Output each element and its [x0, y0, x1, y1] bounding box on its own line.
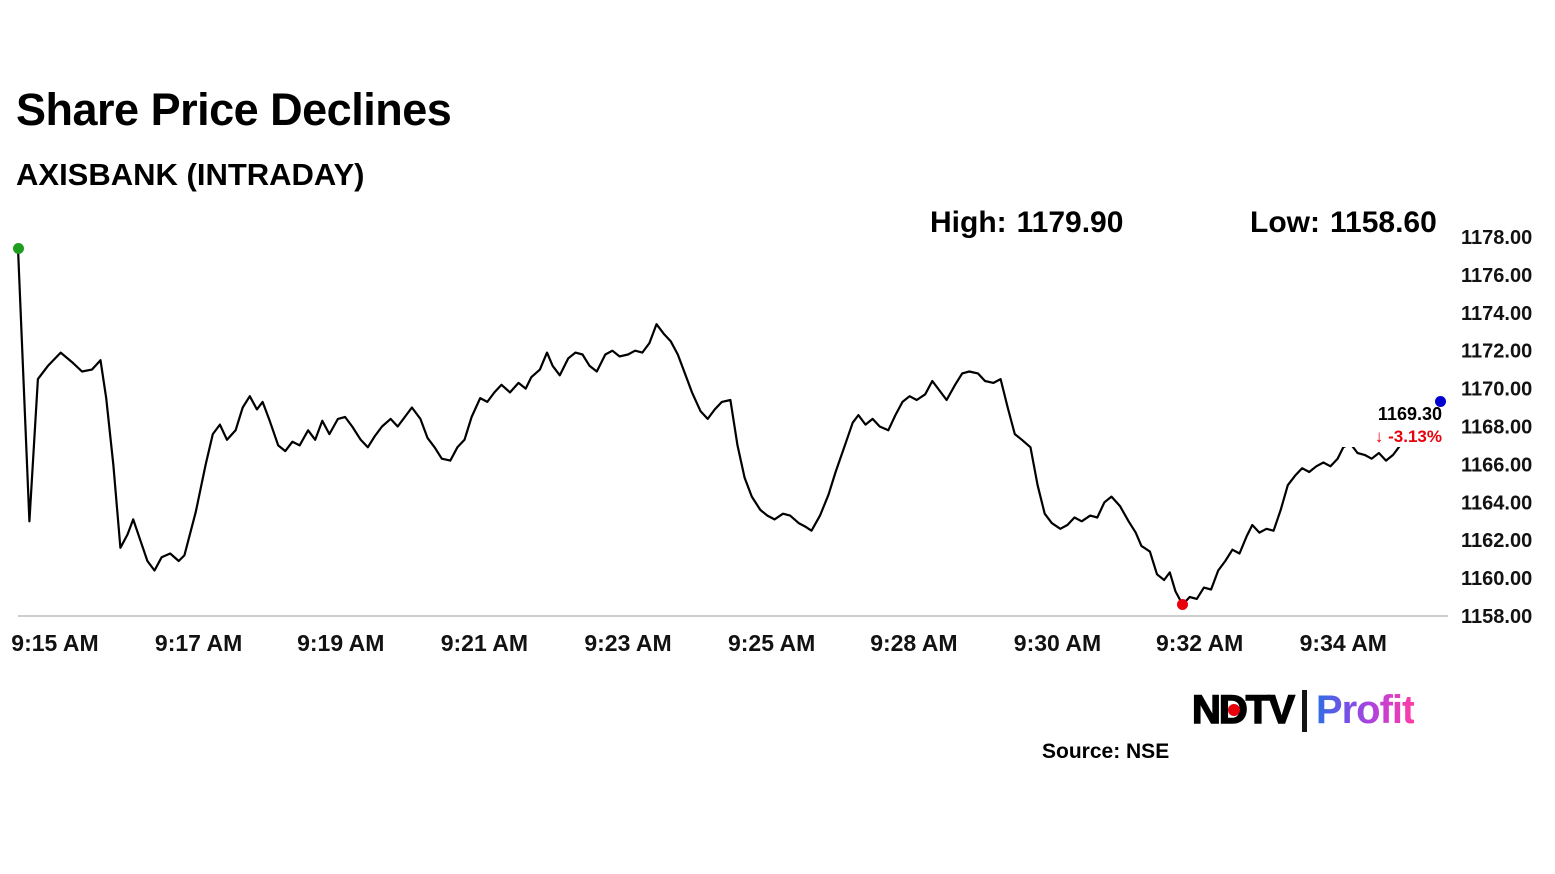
y-axis-label: 1166.00 [1461, 454, 1532, 476]
y-axis-label: 1160.00 [1461, 568, 1532, 590]
day-low-stat: Low: 1158.60 [1250, 206, 1437, 240]
low-value: 1158.60 [1329, 206, 1437, 239]
low-label: Low: [1250, 206, 1320, 239]
ndtv-text: NDTV [1191, 687, 1295, 733]
x-axis-label: 9:19 AM [297, 630, 384, 656]
page-title: Share Price Declines [16, 84, 452, 135]
y-axis-label: 1164.00 [1461, 492, 1532, 514]
x-axis-label: 9:15 AM [11, 630, 98, 656]
x-axis-label: 9:28 AM [870, 630, 957, 656]
profit-wordmark: Profit [1315, 688, 1415, 732]
change-percent: -3.13% [1388, 426, 1442, 446]
y-axis-label: 1174.00 [1461, 303, 1532, 325]
x-axis-label: 9:30 AM [1014, 630, 1101, 656]
ndtv-red-dot-icon [1228, 704, 1240, 716]
y-axis-label: 1176.00 [1461, 265, 1532, 287]
last-price-change: ↓ -3.13% [1320, 426, 1442, 447]
x-axis-label: 9:25 AM [728, 630, 815, 656]
y-axis-label: 1162.00 [1461, 530, 1532, 552]
high-value: 1179.90 [1016, 206, 1124, 239]
last-price-annotation: 1169.30 ↓ -3.13% [1320, 403, 1442, 447]
ndtv-profit-logo: NDTV Profit [1191, 687, 1415, 733]
x-axis-label: 9:34 AM [1300, 630, 1387, 656]
last-price-value: 1169.30 [1377, 404, 1442, 424]
x-axis-label: 9:17 AM [155, 630, 242, 656]
day-high-stat: High: 1179.90 [930, 206, 1123, 240]
x-axis-label: 9:21 AM [441, 630, 528, 656]
y-axis-label: 1170.00 [1461, 379, 1532, 401]
high-label: High: [930, 206, 1007, 239]
x-axis-label: 9:32 AM [1156, 630, 1243, 656]
y-axis-label: 1168.00 [1461, 417, 1532, 439]
ndtv-wordmark: NDTV [1191, 687, 1295, 733]
price-line [16, 247, 1442, 606]
logo-divider [1301, 689, 1307, 732]
y-axis-label: 1172.00 [1461, 341, 1532, 363]
instrument-subtitle: AXISBANK (INTRADAY) [16, 157, 365, 192]
y-axis-label: 1178.00 [1461, 227, 1532, 249]
source-note: Source: NSE [1042, 740, 1170, 763]
x-axis-label: 9:23 AM [584, 630, 671, 656]
down-arrow-icon: ↓ [1374, 426, 1384, 446]
y-axis-label: 1158.00 [1461, 606, 1532, 628]
